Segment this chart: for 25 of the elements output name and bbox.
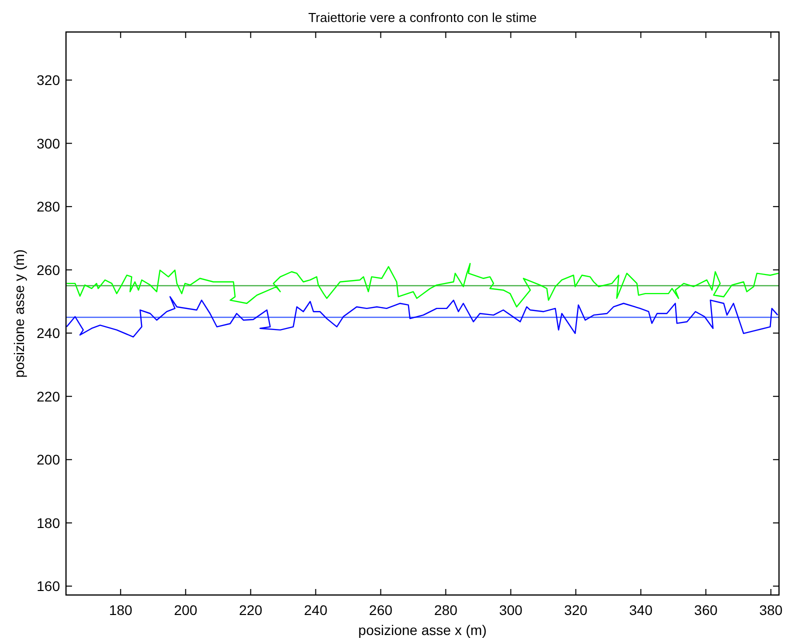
x-tick-label: 180 <box>108 602 133 618</box>
line-series <box>66 262 779 308</box>
chart-title: Traiettorie vere a confronto con le stime <box>308 10 537 25</box>
x-tick-label: 340 <box>629 602 653 618</box>
x-tick-label: 380 <box>759 602 783 618</box>
x-tick-label: 280 <box>434 602 458 618</box>
y-tick-label: 240 <box>36 325 60 342</box>
y-tick-label: 200 <box>36 452 60 468</box>
x-tick-label: 240 <box>304 602 328 618</box>
y-tick-label: 300 <box>36 135 60 152</box>
y-tick-label: 220 <box>36 388 60 404</box>
y-tick-label: 160 <box>36 578 60 594</box>
y-tick-label: 280 <box>36 198 60 215</box>
x-tick-label: 220 <box>238 602 263 618</box>
x-tick-label: 320 <box>564 602 588 618</box>
x-axis-title: posizione asse x (m) <box>358 622 487 638</box>
x-tick-label: 200 <box>174 602 198 618</box>
y-axis-title: posizione asse y (m) <box>11 249 27 378</box>
y-tick-label: 320 <box>36 72 60 88</box>
x-tick-label: 260 <box>369 602 393 618</box>
line-series <box>66 296 778 338</box>
y-tick-label: 260 <box>36 262 60 278</box>
x-tick-label: 360 <box>694 602 718 618</box>
x-tick-label: 300 <box>499 602 523 618</box>
y-tick-label: 180 <box>36 514 60 531</box>
